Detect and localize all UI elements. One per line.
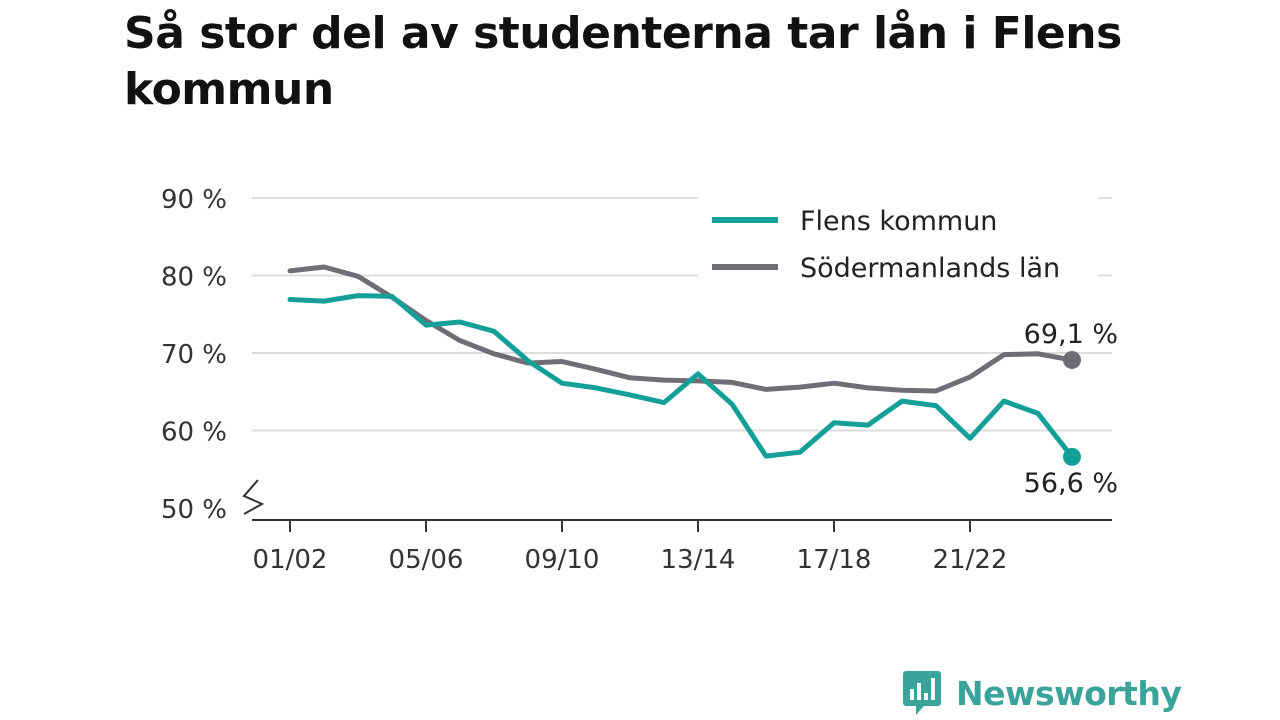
legend: Flens kommun Södermanlands län [698,192,1098,292]
y-axis-ticks: 90 % 80 % 70 % 60 % 50 % [161,185,265,525]
x-axis: 01/02 05/06 09/10 13/14 17/18 21/22 [252,519,1112,575]
y-tick-label: 60 % [161,418,227,448]
end-labels: 69,1 % 56,6 % [1024,319,1118,499]
x-tick-label: 17/18 [797,545,872,575]
legend-label-flens-kommun: Flens kommun [800,206,997,237]
chart-title: Så stor del av studenterna tar lån i Fle… [124,8,1122,115]
x-tick-label: 13/14 [661,545,736,575]
newsworthy-logo-icon [903,671,941,715]
x-tick-label: 21/22 [933,545,1008,575]
x-tick-label: 09/10 [525,545,600,575]
legend-background [698,192,1098,292]
y-tick-label: 80 % [161,263,227,293]
series-line-flens-kommun [287,293,1075,460]
y-tick-label: 70 % [161,340,227,370]
end-label-flens-kommun: 56,6 % [1024,468,1118,499]
x-tick-label: 05/06 [389,545,464,575]
brand-name: Newsworthy [956,673,1182,713]
legend-label-södermanlands-län: Södermanlands län [800,253,1060,284]
axis-break-icon [242,479,265,515]
y-tick-label: 50 % [161,495,227,525]
end-point-flens-kommun [1063,447,1081,466]
end-label-sodermanlands-lan: 69,1 % [1024,319,1118,350]
end-point-södermanlands-län [1063,350,1081,369]
series-lines [287,264,1075,460]
x-tick-label: 01/02 [253,545,328,575]
y-tick-label: 90 % [161,185,227,215]
brand: Newsworthy [902,669,1182,717]
series-line-södermanlands-län [287,264,1075,394]
